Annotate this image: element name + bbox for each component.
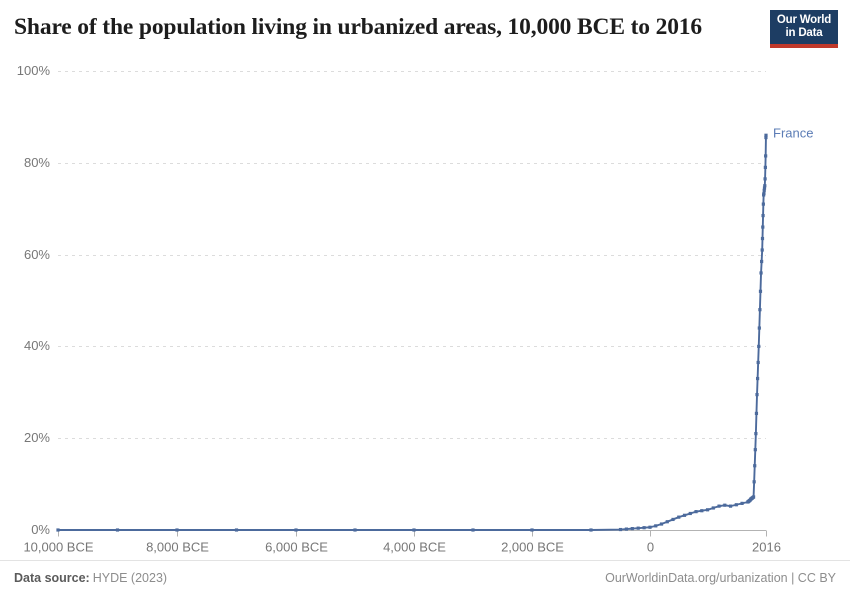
series-data-point[interactable]	[762, 188, 766, 192]
x-axis-tick-label: 0	[647, 540, 654, 555]
series-data-point[interactable]	[734, 503, 738, 507]
series-data-point[interactable]	[700, 509, 704, 513]
data-source: Data source: HYDE (2023)	[14, 571, 167, 585]
series-data-point[interactable]	[760, 236, 765, 241]
series-data-point[interactable]	[753, 464, 757, 468]
series-data-point[interactable]	[665, 520, 669, 524]
series-data-point[interactable]	[648, 525, 652, 529]
logo-line-1: Our World	[776, 14, 832, 26]
y-axis-tick-label: 60%	[24, 247, 50, 262]
x-axis-tick-label: 2016	[752, 540, 781, 555]
x-axis-tick-label: 8,000 BCE	[146, 540, 209, 555]
line-chart-svg[interactable]: 0% 20% 40% 60% 80% 100% 10,000 BCE 8,000 BCE 6,…	[0, 58, 850, 560]
series-data-point[interactable]	[694, 510, 698, 514]
x-axis-tick-label: 4,000 BCE	[383, 540, 446, 555]
series-data-point[interactable]	[677, 515, 681, 519]
series-data-point[interactable]	[530, 528, 534, 532]
gridlines	[58, 71, 766, 439]
series-data-point[interactable]	[636, 526, 640, 530]
series-data-point[interactable]	[758, 308, 762, 312]
series-data-point[interactable]	[728, 504, 733, 508]
logo-line-2: in Data	[785, 26, 823, 39]
page-title: Share of the population living in urbani…	[14, 14, 702, 40]
data-source-value: HYDE (2023)	[92, 571, 168, 585]
series-data-point[interactable]	[759, 271, 763, 275]
series-data-point[interactable]	[654, 524, 658, 528]
x-axis	[58, 530, 767, 537]
series-data-point[interactable]	[752, 480, 756, 484]
y-axis-tick-label: 0%	[31, 522, 50, 537]
series-data-point[interactable]	[760, 259, 764, 264]
series-data-point[interactable]	[471, 528, 475, 532]
series-end-label: France	[773, 126, 813, 141]
y-axis-tick-label: 100%	[17, 63, 51, 78]
series-data-point[interactable]	[705, 508, 710, 512]
series-data-point[interactable]	[761, 225, 765, 229]
chart-plot-area[interactable]: 0% 20% 40% 60% 80% 100% 10,000 BCE 8,000 BCE 6,…	[0, 58, 850, 560]
series-data-point[interactable]	[175, 528, 179, 532]
series-data-point[interactable]	[589, 528, 593, 532]
series-data-point[interactable]	[688, 511, 692, 516]
chart-footer: Data source: HYDE (2023) OurWorldinData.o…	[0, 560, 850, 601]
x-axis-labels: 10,000 BCE 8,000 BCE 6,000 BCE 4,000 BCE 2,0…	[23, 540, 781, 555]
series-data-point[interactable]	[740, 501, 744, 505]
series-data-point[interactable]	[56, 528, 60, 532]
series-data-point[interactable]	[723, 503, 727, 507]
series-label-france: France	[773, 126, 813, 141]
series-data-point[interactable]	[659, 522, 664, 526]
x-axis-tick-label: 2,000 BCE	[501, 540, 564, 555]
series-data-point[interactable]	[757, 326, 761, 330]
series-data-point[interactable]	[754, 411, 759, 416]
series-data-point[interactable]	[763, 177, 767, 181]
series-data-point[interactable]	[754, 432, 758, 436]
series-data-point[interactable]	[630, 527, 634, 531]
series-data-point[interactable]	[711, 506, 715, 510]
series-data-point[interactable]	[753, 448, 757, 452]
series-data-point[interactable]	[755, 393, 759, 397]
y-axis-tick-label: 80%	[24, 155, 50, 170]
series-data-point[interactable]	[294, 528, 298, 532]
series-data-point[interactable]	[682, 513, 687, 517]
series-data-point[interactable]	[234, 528, 239, 532]
series-data-point[interactable]	[756, 360, 760, 365]
series-line-france[interactable]	[57, 134, 767, 531]
series-data-point[interactable]	[763, 165, 767, 169]
series-data-point[interactable]	[761, 213, 765, 218]
our-world-in-data-logo[interactable]: Our World in Data	[770, 10, 838, 48]
series-data-point[interactable]	[751, 495, 756, 499]
y-axis-tick-label: 40%	[24, 338, 50, 353]
series-data-point[interactable]	[642, 526, 646, 530]
series-data-point[interactable]	[764, 135, 768, 140]
x-axis-tick-label: 10,000 BCE	[23, 540, 93, 555]
y-axis-labels: 0% 20% 40% 60% 80% 100%	[17, 63, 51, 537]
series-data-point[interactable]	[624, 527, 628, 531]
series-data-point[interactable]	[762, 191, 766, 196]
x-axis-tick-label: 6,000 BCE	[265, 540, 328, 555]
data-source-label: Data source:	[14, 571, 90, 585]
series-data-point[interactable]	[760, 248, 764, 252]
series-data-point[interactable]	[763, 184, 767, 188]
series-data-point[interactable]	[762, 186, 767, 190]
series-data-point[interactable]	[758, 289, 763, 293]
series-data-point[interactable]	[756, 376, 760, 381]
attribution-link[interactable]: OurWorldinData.org/urbanization | CC BY	[605, 571, 836, 585]
series-data-point[interactable]	[353, 528, 357, 532]
series-data-point[interactable]	[764, 154, 768, 158]
y-axis-tick-label: 20%	[24, 430, 50, 445]
series-data-point[interactable]	[717, 504, 721, 508]
series-data-point[interactable]	[761, 202, 765, 206]
data-series[interactable]	[56, 133, 768, 532]
series-data-point[interactable]	[115, 528, 120, 532]
series-data-point[interactable]	[671, 517, 675, 522]
series-data-point[interactable]	[618, 527, 623, 532]
series-data-point[interactable]	[757, 344, 761, 348]
chart-header: Share of the population living in urbani…	[0, 0, 850, 58]
series-data-point[interactable]	[764, 133, 768, 137]
series-data-point[interactable]	[412, 528, 416, 532]
